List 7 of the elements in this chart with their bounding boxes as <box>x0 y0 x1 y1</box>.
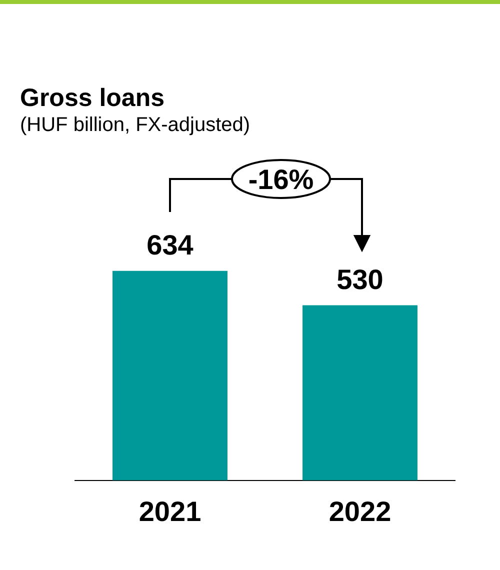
text: -16% <box>232 162 330 198</box>
x-tick-label: 2022 <box>328 496 392 527</box>
x-tick-label: 2021 <box>138 496 202 527</box>
data-label: 530 <box>336 264 384 295</box>
chart-subtitle: (HUF billion, FX-adjusted) <box>20 114 250 137</box>
data-label: 634 <box>146 230 194 261</box>
chart-title: Gross loans <box>20 84 164 113</box>
